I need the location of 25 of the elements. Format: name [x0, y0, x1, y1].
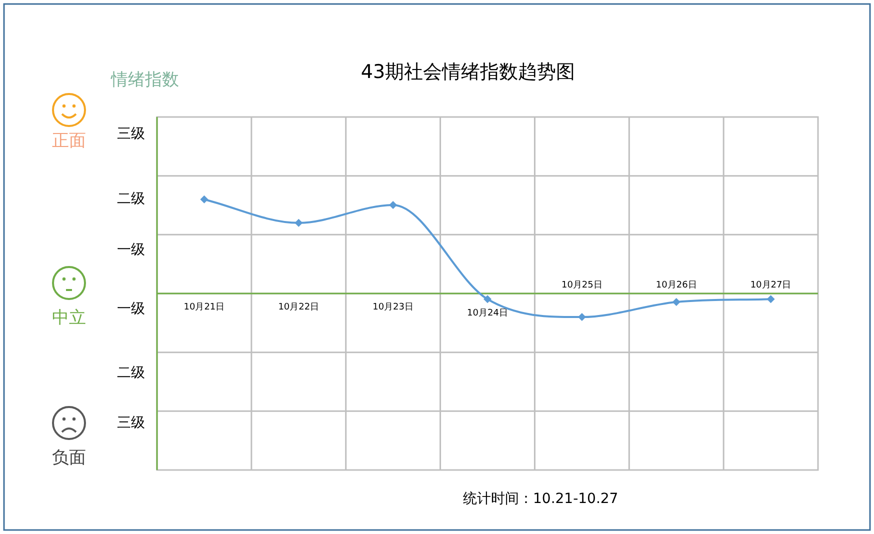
x-tick-label: 10月21日 — [184, 302, 225, 312]
chart-title: 43期社会情绪指数趋势图 — [360, 61, 576, 83]
x-tick-label: 10月26日 — [656, 280, 697, 290]
text: 三级 — [117, 415, 145, 431]
x-tick-label: 10月23日 — [372, 302, 414, 312]
point — [484, 295, 492, 304]
x-tick-label: 10月25日 — [561, 280, 602, 290]
text: 一级 — [117, 301, 145, 317]
text: 二级 — [117, 191, 145, 207]
text: 统计时间：10.21-10.27 — [463, 491, 618, 507]
point — [200, 195, 208, 204]
point — [766, 295, 775, 304]
text: 中立 — [52, 308, 86, 328]
text: 情绪指数 — [110, 70, 179, 90]
text: 二级 — [117, 365, 145, 381]
point — [294, 218, 303, 227]
text: 一级 — [117, 242, 145, 258]
text: 负面 — [52, 448, 86, 468]
point — [389, 201, 398, 210]
text: 正面 — [52, 131, 86, 151]
x-tick-label: 10月22日 — [278, 302, 320, 312]
text: 三级 — [117, 126, 145, 142]
x-tick-label: 10月27日 — [750, 280, 792, 290]
x-tick-label: 10月24日 — [467, 308, 508, 318]
point — [672, 298, 680, 306]
